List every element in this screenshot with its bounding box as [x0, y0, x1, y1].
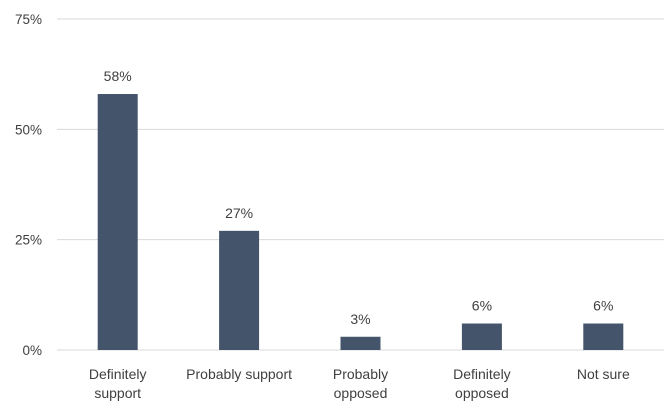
gridlines	[57, 18, 664, 351]
category-label-line: opposed	[334, 385, 388, 401]
category-label-line: Definitely	[89, 366, 147, 382]
category-label-line: Not sure	[577, 366, 630, 382]
y-tick-label: 50%	[15, 122, 42, 137]
x-axis-category-labels: Definitely support Probably support Probabl…	[89, 366, 630, 401]
bar	[97, 94, 138, 350]
category-label: Definitely support	[89, 366, 147, 401]
category-label: Probably support	[186, 366, 292, 382]
y-tick-label: 25%	[15, 233, 42, 248]
data-label: 6%	[472, 298, 492, 314]
category-label-line: Probably support	[186, 366, 292, 382]
data-label: 3%	[350, 311, 370, 327]
bar	[461, 323, 502, 350]
category-label: Definitely opposed	[453, 366, 511, 401]
y-axis-tick-labels: 0% 25% 50% 75%	[15, 12, 42, 358]
bar	[340, 336, 381, 350]
category-label: Not sure	[577, 366, 630, 382]
data-labels: 58% 27% 3% 6% 6%	[104, 68, 614, 327]
y-tick-label: 0%	[22, 343, 42, 358]
category-label-line: support	[94, 385, 141, 401]
bar	[583, 323, 624, 350]
category-label-line: opposed	[455, 385, 509, 401]
category-label: Probably opposed	[333, 366, 388, 401]
category-label-line: Definitely	[453, 366, 511, 382]
bar	[219, 230, 260, 350]
bars	[97, 94, 624, 350]
category-label-line: Probably	[333, 366, 388, 382]
data-label: 58%	[104, 68, 132, 84]
data-label: 6%	[593, 298, 613, 314]
data-label: 27%	[225, 205, 253, 221]
y-tick-label: 75%	[15, 12, 42, 27]
